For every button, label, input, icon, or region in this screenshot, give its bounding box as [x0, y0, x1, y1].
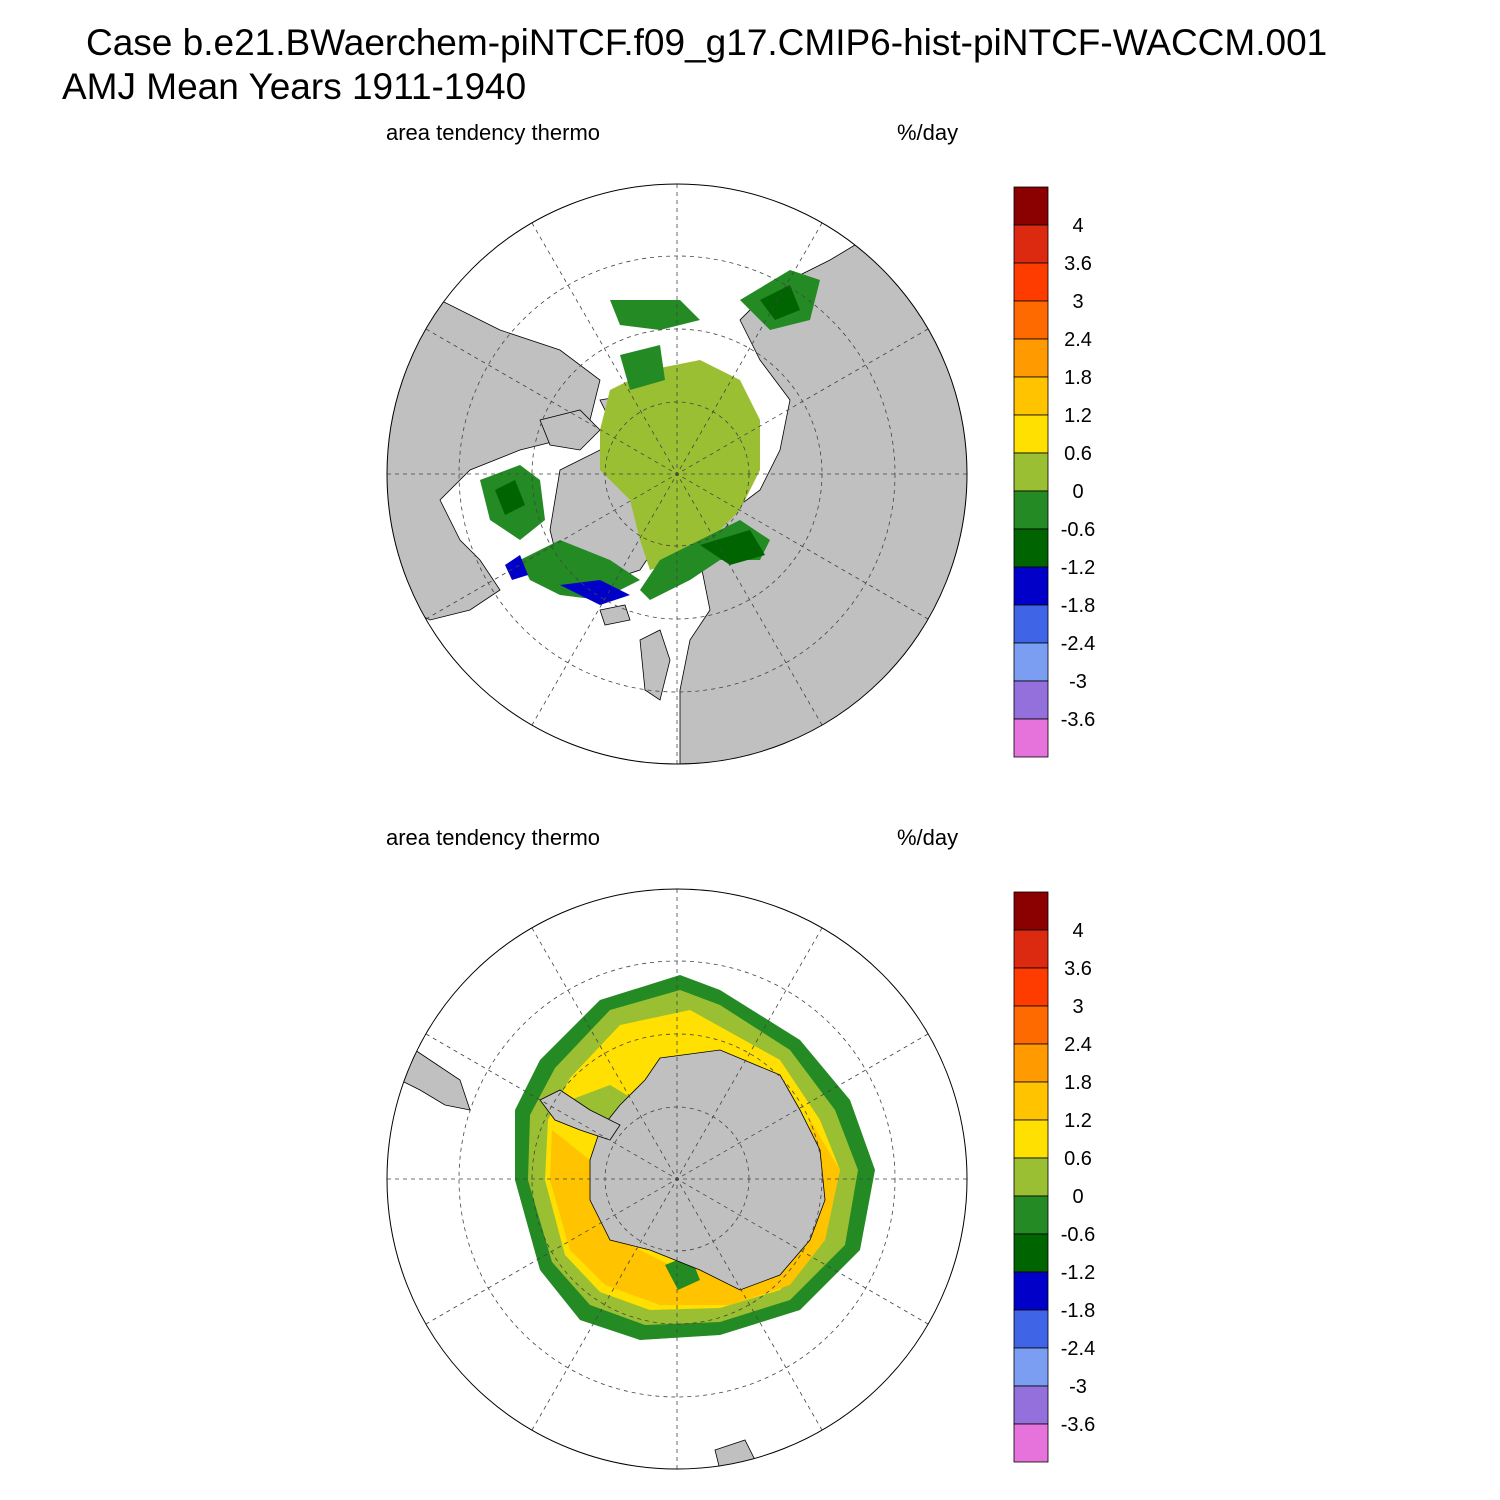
- north-colorbar-swatch: [1013, 300, 1049, 340]
- south-colorbar-swatch: [1013, 1347, 1049, 1387]
- south-colorbar-tick-label: 0.6: [1064, 1148, 1092, 1170]
- north-colorbar-tick-label: 3.6: [1064, 253, 1092, 275]
- south-colorbar-tick-label: -0.6: [1061, 1224, 1095, 1246]
- south-colorbar-swatch: [1013, 1195, 1049, 1235]
- south-polar-map: [386, 888, 968, 1470]
- north-colorbar-swatch: [1013, 604, 1049, 644]
- north-colorbar: 4 3.6 3 2.4 1.8 1.2 0.6 0 -0.6 -1.2 -1.8 -2.4 -3 -3.6: [1013, 186, 1095, 758]
- south-colorbar-swatch: [1013, 1157, 1049, 1197]
- north-colorbar-tick-label: -1.2: [1061, 557, 1095, 579]
- south-colorbar: 4 3.6 3 2.4 1.8 1.2 0.6 0 -0.6 -1.2 -1.8 -2.4 -3 -3.6: [1013, 891, 1095, 1463]
- south-colorbar-swatch: [1013, 1005, 1049, 1045]
- south-graticule: [387, 889, 967, 1469]
- south-colorbar-tick-label: -1.8: [1061, 1300, 1095, 1322]
- north-graticule: [387, 184, 967, 764]
- south-colorbar-swatch: [1013, 1309, 1049, 1349]
- south-colorbar-swatch: [1013, 1043, 1049, 1083]
- north-colorbar-swatch: [1013, 490, 1049, 530]
- north-colorbar-tick-label: 1.8: [1064, 367, 1092, 389]
- north-colorbar-tick-label: -3: [1069, 671, 1087, 693]
- south-colorbar-tick-label: 4: [1072, 920, 1083, 942]
- north-colorbar-swatch: [1013, 224, 1049, 264]
- plot-title: Case b.e21.BWaerchem-piNTCF.f09_g17.CMIP…: [86, 22, 1328, 63]
- north-units-label: %/day: [897, 120, 959, 145]
- north-map-border: [386, 183, 968, 765]
- north-colorbar-tick-label: -2.4: [1061, 633, 1095, 655]
- south-map-border: [386, 888, 968, 1470]
- south-land: [399, 1039, 826, 1469]
- south-colorbar-tick-label: 2.4: [1064, 1034, 1092, 1056]
- south-colorbar-swatch: [1013, 1271, 1049, 1311]
- south-colorbar-swatch: [1013, 967, 1049, 1007]
- south-colorbar-tick-label: 3.6: [1064, 958, 1092, 980]
- north-colorbar-tick-label: 0.6: [1064, 443, 1092, 465]
- north-colorbar-swatch: [1013, 718, 1049, 758]
- north-colorbar-tick-label: 2.4: [1064, 329, 1092, 351]
- north-colorbar-swatch: [1013, 414, 1049, 454]
- south-colorbar-swatch: [1013, 929, 1049, 969]
- north-colorbar-swatch: [1013, 376, 1049, 416]
- south-colorbar-tick-label: 0: [1072, 1186, 1083, 1208]
- south-colorbar-tick-label: -3: [1069, 1376, 1087, 1398]
- south-colorbar-tick-label: 3: [1072, 996, 1083, 1018]
- south-colorbar-tick-label: 1.2: [1064, 1110, 1092, 1132]
- north-colorbar-swatch: [1013, 452, 1049, 492]
- north-colorbar-tick-label: -1.8: [1061, 595, 1095, 617]
- north-polar-map: [386, 183, 968, 765]
- south-units-label: %/day: [897, 825, 959, 850]
- north-colorbar-swatch: [1013, 566, 1049, 606]
- north-colorbar-swatch: [1013, 642, 1049, 682]
- north-variable-label: area tendency thermo: [386, 120, 601, 145]
- south-colorbar-tick-label: -2.4: [1061, 1338, 1095, 1360]
- south-colorbar-swatch: [1013, 1233, 1049, 1273]
- north-colorbar-tick-label: 1.2: [1064, 405, 1092, 427]
- north-colorbar-tick-label: 0: [1072, 481, 1083, 503]
- south-colorbar-swatch: [1013, 1423, 1049, 1463]
- north-colorbar-tick-label: 3: [1072, 291, 1083, 313]
- south-colorbar-swatch: [1013, 1385, 1049, 1425]
- south-colorbar-swatch: [1013, 891, 1049, 931]
- south-colorbar-swatch: [1013, 1119, 1049, 1159]
- north-colorbar-tick-label: -0.6: [1061, 519, 1095, 541]
- north-colorbar-tick-label: 4: [1072, 215, 1083, 237]
- plot-subtitle: AMJ Mean Years 1911-1940: [62, 66, 527, 107]
- north-colorbar-tick-label: -3.6: [1061, 709, 1095, 731]
- north-colorbar-swatch: [1013, 262, 1049, 302]
- north-colorbar-swatch: [1013, 338, 1049, 378]
- south-colorbar-swatch: [1013, 1081, 1049, 1121]
- south-colorbar-tick-label: -3.6: [1061, 1414, 1095, 1436]
- north-colorbar-swatch: [1013, 186, 1049, 226]
- south-colorbar-tick-label: -1.2: [1061, 1262, 1095, 1284]
- north-colorbar-swatch: [1013, 680, 1049, 720]
- south-colorbar-tick-label: 1.8: [1064, 1072, 1092, 1094]
- south-variable-label: area tendency thermo: [386, 825, 601, 850]
- north-colorbar-swatch: [1013, 528, 1049, 568]
